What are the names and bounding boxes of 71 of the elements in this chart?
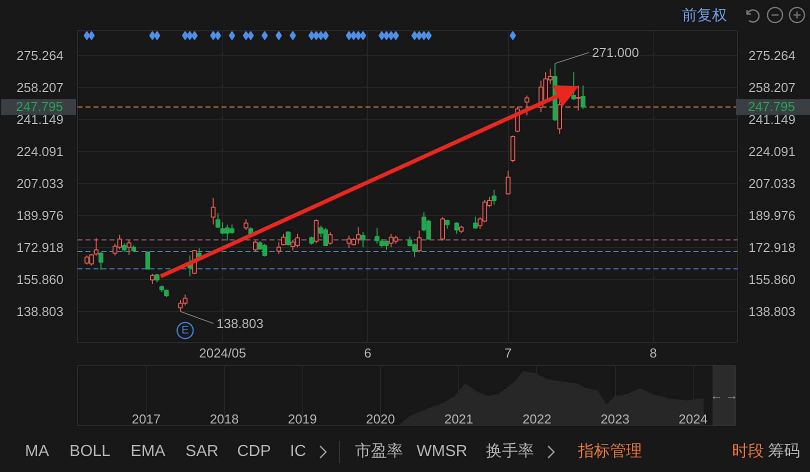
text: 指标管理 (578, 442, 642, 462)
candlestick (314, 218, 319, 244)
candlestick (440, 216, 445, 242)
candlestick (576, 84, 581, 112)
ref-tag: 247.795 (1, 98, 76, 115)
y-tick-label: 172.918 (16, 240, 64, 256)
y2-tick-label: 138.803 (748, 304, 796, 320)
text: EMA (130, 442, 166, 462)
text: 换手率 (486, 442, 534, 462)
candlestick (145, 250, 150, 270)
annotation: E (181, 324, 189, 336)
y2-tick-label: 258.207 (748, 80, 796, 96)
text: 市盈率 (355, 442, 403, 462)
text: CDP (237, 442, 271, 462)
x-tick-label: 2024 (678, 412, 708, 426)
candlestick (286, 230, 291, 246)
text: 筹码 (768, 442, 800, 462)
y2-tick-label: 207.033 (748, 176, 796, 192)
text: 前复权 (682, 6, 727, 26)
y-tick-label: 224.091 (16, 144, 64, 160)
y-tick-label: 189.976 (16, 208, 64, 224)
annotation: 271.000 (592, 45, 639, 60)
ref-tag: 247.795 (736, 98, 810, 115)
y2-tick-label: 189.976 (748, 208, 796, 224)
y-tick-label: 207.033 (16, 176, 64, 192)
candlestick (253, 240, 258, 252)
y-tick-label: 241.149 (16, 112, 64, 128)
text: IC (290, 442, 306, 462)
y-tick-label: 275.264 (16, 48, 64, 64)
annotation: 138.803 (216, 316, 264, 332)
candlestick (150, 273, 155, 284)
y-tick-label: 138.803 (16, 304, 64, 320)
x-tick-label: 2020 (366, 412, 395, 426)
x-tick-label: 2023 (600, 412, 630, 426)
candlestick (571, 72, 576, 100)
x-tick-label: 2017 (132, 412, 161, 426)
text: 时段 (732, 442, 764, 462)
x-tick-label: 2021 (444, 412, 474, 426)
x-tick-label: 2024/05 (199, 346, 246, 360)
candlestick (328, 232, 333, 246)
x-tick-label: 8 (650, 346, 657, 360)
candlestick (580, 84, 586, 110)
x-tick-label: 7 (504, 346, 512, 360)
candlestick (360, 232, 366, 248)
x-tick-label: 2019 (288, 412, 317, 426)
x-tick-label: 6 (364, 346, 372, 360)
y-tick-label: 155.860 (16, 272, 64, 288)
text: BOLL (70, 442, 110, 462)
candlestick (416, 230, 422, 253)
candlestick (524, 95, 530, 116)
y2-tick-label: 241.149 (748, 112, 796, 128)
candlestick (506, 170, 511, 195)
y2-tick-label: 155.860 (748, 272, 796, 288)
y2-tick-label: 224.091 (748, 144, 796, 160)
candlestick (126, 239, 132, 256)
x-tick-label: 2022 (522, 412, 552, 426)
candlestick (454, 222, 460, 234)
candlestick (473, 216, 478, 230)
text: MA (25, 442, 49, 462)
text: SAR (186, 442, 218, 462)
candlestick (244, 218, 248, 230)
candlestick (210, 197, 216, 225)
candlestick (98, 252, 104, 270)
candlestick (356, 226, 361, 244)
y2-tick-label: 172.918 (748, 240, 796, 256)
y-tick-label: 258.207 (16, 80, 64, 96)
candlestick (492, 189, 496, 206)
x-tick-label: 2018 (210, 412, 239, 426)
text: WMSR (416, 442, 468, 462)
band-label: ← → (710, 388, 738, 402)
y2-tick-label: 275.264 (748, 48, 796, 64)
